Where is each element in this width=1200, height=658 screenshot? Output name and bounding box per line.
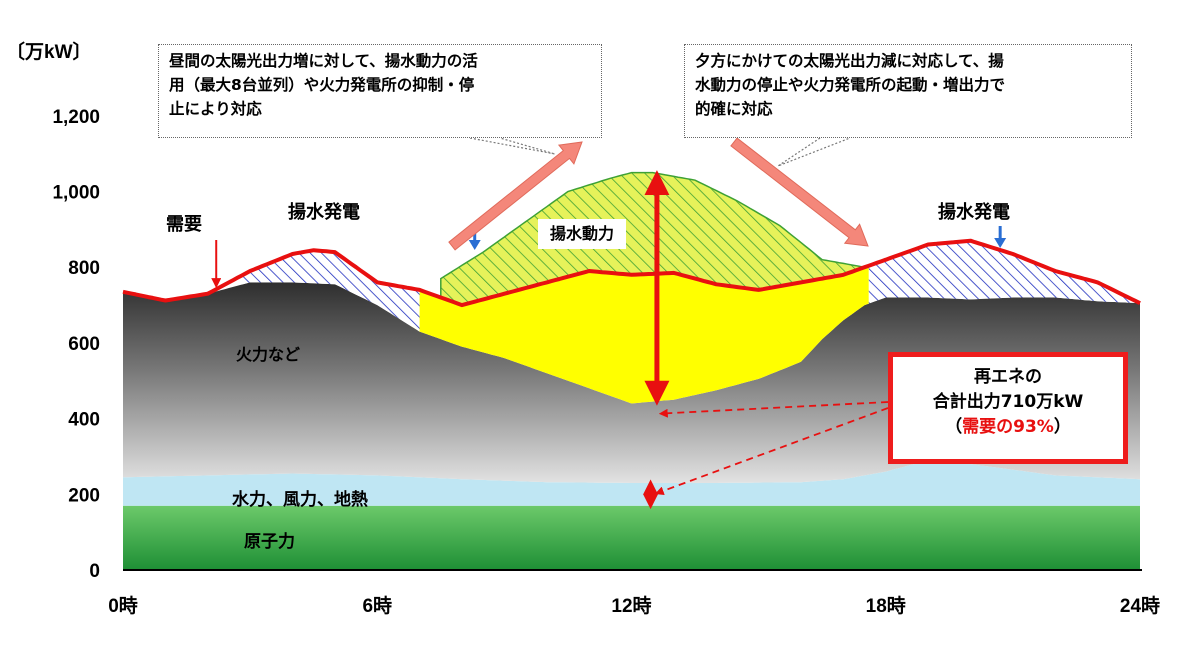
x-tick-label: 12時 [611, 595, 651, 617]
paren-open: （ [945, 417, 963, 437]
leader-line-upper [658, 401, 889, 418]
callout-left-tail [469, 137, 556, 155]
renewable-box-line-3: （需要の93%） [893, 415, 1123, 440]
pump-gen-label-left: 揚水発電 [288, 201, 360, 223]
demand-share: 需要の93% [962, 417, 1054, 437]
pump-gen-pointer-left-head [468, 240, 481, 250]
callout-left-line-1: 昼間の太陽光出力増に対して、揚水動力の活 [169, 52, 478, 70]
pump-power-label: 揚水動力 [538, 219, 627, 249]
leader-line-lower [654, 407, 889, 496]
thermal-area [123, 282, 1140, 483]
callout-left: 昼間の太陽光出力増に対して、揚水動力の活 用（最大8台並列）や火力発電所の抑制・… [158, 44, 602, 138]
y-tick-label: 800 [68, 258, 100, 279]
y-axis-label: 〔万kW〕 [6, 40, 92, 63]
stacked-areas [122, 171, 1141, 570]
hydro-area [123, 460, 1140, 506]
x-tick-label: 0時 [108, 595, 138, 617]
solar-increase-arrow [448, 141, 583, 251]
annotation-marks [211, 137, 1007, 510]
demand-label: 需要 [166, 214, 202, 235]
axes: 0 200 400 600 800 1,000 1,200 〔万kW〕 0時 6時 12時 18時 24… [6, 40, 1160, 617]
callout-right-line-1: 夕方にかけての太陽光出力減に対応して、揚 [695, 52, 1004, 70]
solar-area [411, 265, 869, 404]
paren-close: ） [1053, 417, 1071, 437]
x-tick-label: 24時 [1120, 595, 1160, 617]
callout-left-line-2: 用（最大8台並列）や火力発電所の抑制・停 [169, 76, 475, 94]
thermal-label: 火力など [236, 345, 300, 364]
x-tick-label: 18時 [866, 595, 906, 617]
callout-right: 夕方にかけての太陽光出力減に対応して、揚 水動力の停止や火力発電所の起動・増出力… [684, 44, 1132, 138]
pump-gen-label-right: 揚水発電 [938, 201, 1010, 223]
callout-right-tail [777, 137, 851, 167]
solar-decrease-arrow [730, 137, 869, 247]
callout-right-line-3: 的確に対応 [695, 100, 773, 118]
y-tick-label: 0 [89, 561, 100, 582]
callout-left-line-3: 止により対応 [169, 100, 262, 118]
y-tick-label: 600 [68, 334, 100, 355]
y-tick-label: 1,200 [52, 107, 100, 128]
nuclear-label: 原子力 [244, 531, 295, 552]
nuclear-area [123, 505, 1140, 570]
pump-generation-area-left [241, 250, 420, 332]
pump-generation-area-right [868, 240, 1140, 304]
renewable-box-line-1: 再エネの [974, 367, 1042, 387]
y-tick-label: 400 [68, 410, 100, 431]
demand-line [122, 238, 1141, 308]
y-tick-label: 200 [68, 485, 100, 506]
x-tick-label: 6時 [362, 595, 392, 617]
pump-gen-pointer-right-head [994, 238, 1007, 248]
callout-right-line-2: 水動力の停止や火力発電所の起動・増出力で [695, 76, 1006, 94]
renewable-output-box: 再エネの 合計出力710万kW （需要の93%） [888, 352, 1128, 464]
y-tick-label: 1,000 [52, 183, 100, 204]
hydro-label: 水力、風力、地熱 [232, 489, 368, 510]
renewable-box-line-2: 合計出力710万kW [932, 392, 1084, 412]
